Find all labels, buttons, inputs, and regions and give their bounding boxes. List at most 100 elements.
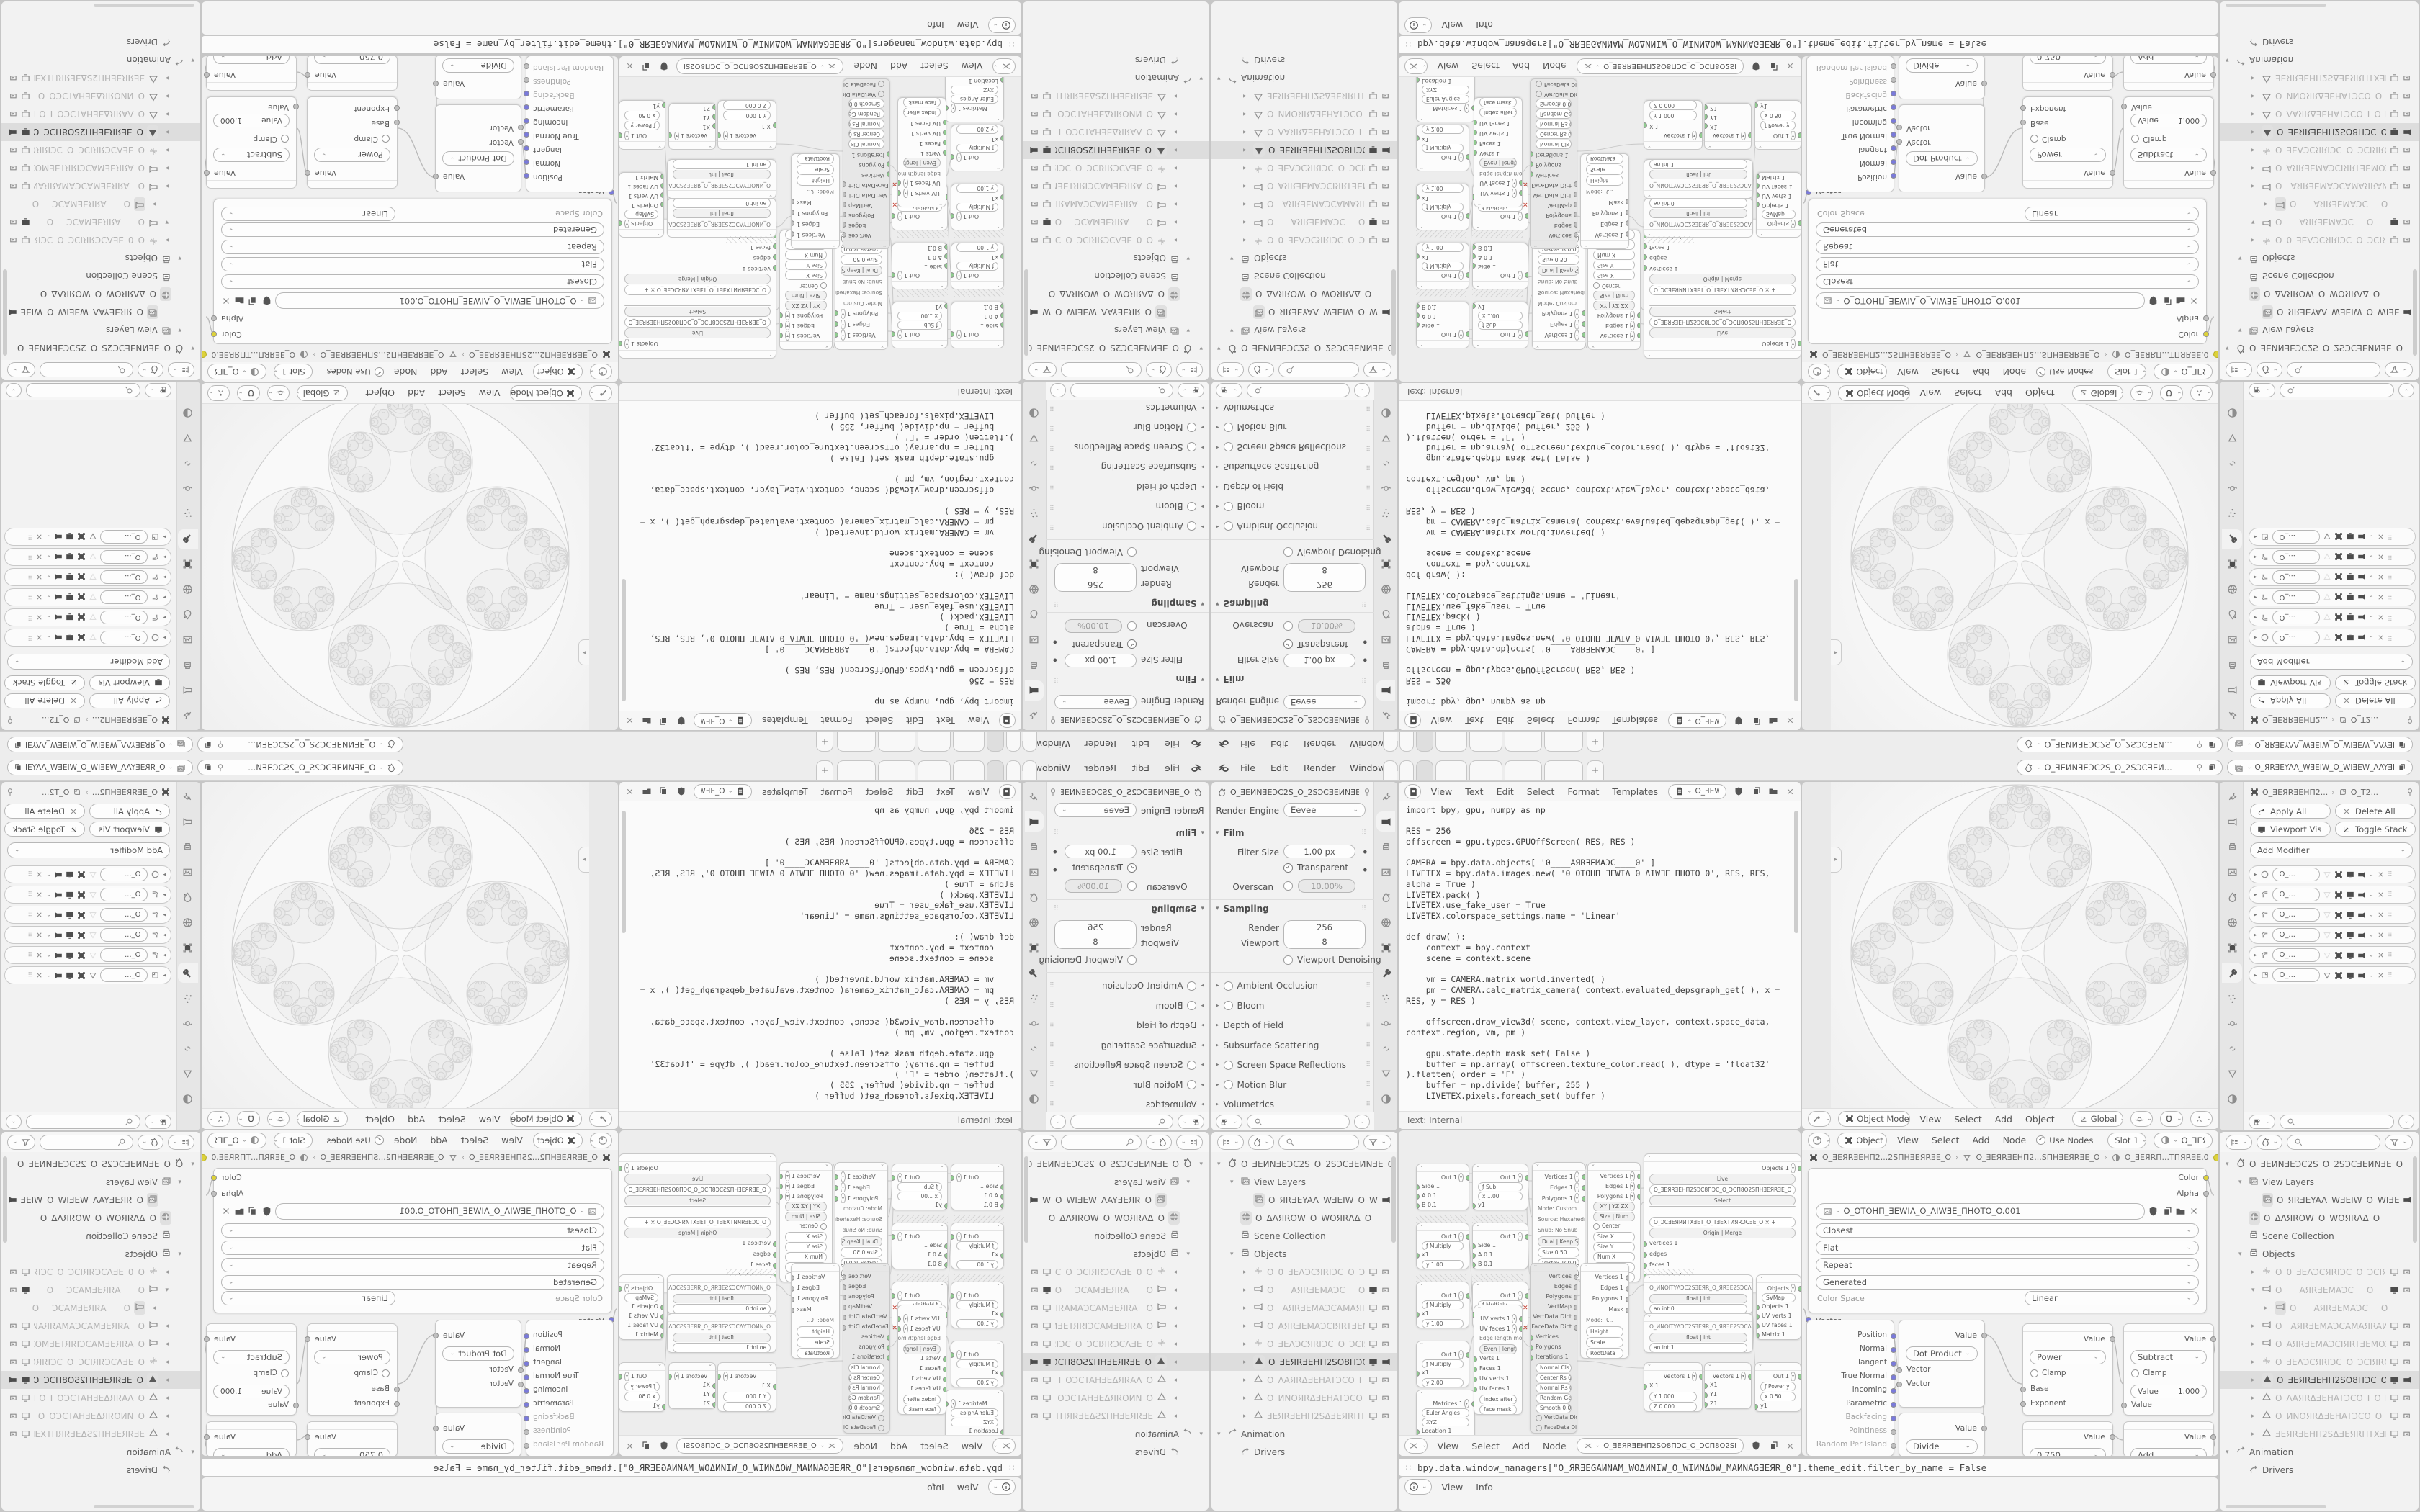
chevron-down-icon[interactable]: ⌄ — [2368, 871, 2375, 878]
sampling-render-value[interactable]: 256 — [1088, 580, 1103, 590]
copy-icon[interactable] — [14, 740, 23, 749]
monitor-icon[interactable] — [2346, 533, 2354, 541]
modifier-tool-button[interactable]: Delete All — [2335, 693, 2416, 708]
camera-icon[interactable] — [1029, 1357, 1039, 1367]
node-button[interactable]: Live — [1649, 328, 1796, 338]
operation-select[interactable]: Power ⌄ — [2030, 1350, 2106, 1364]
camera-icon[interactable] — [54, 951, 63, 960]
section-row-collapsed[interactable]: ▸ Screen Space Reflections ⠿ — [1216, 1056, 1371, 1074]
workspace-tab[interactable] — [1023, 760, 1037, 780]
properties-filter-toggle[interactable]: ⌄ — [145, 383, 171, 398]
node-value-field[interactable]: Center Rs 0.00 — [848, 1373, 884, 1382]
camera-off-icon[interactable] — [2403, 1411, 2412, 1421]
shield-icon[interactable] — [659, 1441, 669, 1451]
shield-icon[interactable] — [1734, 716, 1744, 726]
camera-off-icon[interactable] — [8, 1393, 17, 1403]
monitor-icon[interactable] — [1042, 1267, 1052, 1277]
image-source-select[interactable]: Generated ⌄ — [221, 222, 604, 237]
clamp-checkbox[interactable]: Clamp — [354, 1369, 390, 1377]
sampling-viewport-value[interactable]: 8 — [1322, 937, 1327, 947]
outliner-row[interactable]: ▸O_AЯRƎEMAƆCIЯRTƎEMO2SI_O — [1211, 177, 1397, 195]
properties-tab-orbit[interactable] — [1025, 1013, 1044, 1033]
camera-icon[interactable] — [54, 911, 63, 919]
data-icon[interactable] — [89, 971, 97, 980]
data-icon[interactable] — [2323, 951, 2331, 960]
outliner-row[interactable]: ▾O____AЯRƎEMAƆC___O___ƆC — [2220, 213, 2419, 231]
camera-off-icon[interactable] — [1381, 1285, 1391, 1295]
add-workspace-button[interactable]: + — [1587, 760, 1604, 780]
node-value-field[interactable]: RootData — [797, 154, 834, 164]
render-engine-select[interactable]: Eevee ⌄ — [1283, 803, 1366, 817]
snap-toggle[interactable]: ⌄ — [266, 1111, 290, 1127]
outliner-row[interactable]: ▾ Objects — [1023, 249, 1209, 267]
shield-icon[interactable] — [261, 1206, 272, 1217]
outliner-search-input[interactable] — [39, 1134, 133, 1150]
node-value-field[interactable]: Smooth 0.00 — [1536, 1403, 1572, 1413]
properties-filter-toggle[interactable]: ⌄ — [1216, 383, 1242, 398]
modifier-name-field[interactable]: O_... — [100, 611, 148, 624]
topbar-menu-file[interactable]: File — [1165, 762, 1180, 773]
square-solid-icon[interactable] — [77, 891, 86, 899]
node-value-field[interactable]: Y 1.000 — [723, 111, 771, 120]
camera-icon[interactable] — [2357, 634, 2366, 642]
monitor-icon[interactable] — [1368, 1321, 1378, 1331]
properties-search-input[interactable] — [25, 383, 141, 398]
node-button[interactable]: Even | length Average — [903, 1344, 941, 1354]
node-value-field[interactable]: Num X — [1593, 1252, 1635, 1261]
node-enum-select[interactable]: ƒ Multiply — [1422, 144, 1464, 153]
math-node-add[interactable]: Value Add ⌄ — [2123, 1421, 2216, 1456]
camera-icon[interactable] — [1381, 1357, 1391, 1367]
node-value-field[interactable]: y 1.00 — [956, 1319, 998, 1328]
camera-off-icon[interactable] — [1381, 1411, 1391, 1421]
modifier-row[interactable]: ▸ O_... ⌄ ⠿ — [2249, 886, 2416, 904]
node-header[interactable]: ⌄ — [892, 1163, 947, 1172]
node-header[interactable] — [308, 1422, 397, 1430]
outliner-row[interactable]: ▸ O____AЯRƎEMAƆC___O__ — [1, 195, 200, 213]
node-header[interactable]: ⌄ — [1417, 340, 1469, 349]
checkbox-circle-icon[interactable] — [1187, 1080, 1197, 1089]
outliner-row[interactable]: O_ΔΛЯROW_O_WOЯRΛΔ_O — [1, 285, 200, 303]
workspace-tab[interactable] — [837, 760, 876, 780]
image-interpolation-select[interactable]: Closest ⌄ — [221, 1223, 604, 1238]
camera-off-icon[interactable] — [8, 1285, 17, 1295]
monitor-icon[interactable] — [1368, 1285, 1378, 1295]
pin-icon[interactable] — [2406, 788, 2414, 796]
node-value-field[interactable]: an int 1 — [673, 1343, 771, 1352]
camera-icon[interactable] — [8, 1375, 17, 1385]
section-row-collapsed[interactable]: ▸ Motion Blur ⠿ — [1216, 1076, 1371, 1094]
square-solid-icon[interactable] — [2334, 971, 2343, 980]
camera-off-icon[interactable] — [8, 217, 17, 227]
section-row-collapsed[interactable]: ▸ Depth of Field ⠿ — [1049, 478, 1204, 495]
transparent-checkbox[interactable]: ✓ Transparent — [1072, 639, 1137, 649]
node-header[interactable]: ⌄ — [669, 141, 715, 150]
outliner-row[interactable]: ▸O__AЯRƎEMAƆCAMAЯRAИNAΠ_ — [1, 1317, 200, 1335]
node-header[interactable]: ⌄ — [951, 1281, 1003, 1290]
copy-icon[interactable] — [659, 716, 669, 726]
node-header[interactable]: ⌄ — [619, 350, 776, 359]
properties-tab-data[interactable] — [1376, 1063, 1395, 1084]
shader-context-select[interactable]: Object⌄ — [532, 364, 583, 380]
node-header[interactable] — [436, 1413, 521, 1421]
sv-node[interactable]: ⌄ Vertices 1 ▾ Edges 1 ▾ Polygons 1 ▾ Mode: Cus… — [835, 1161, 888, 1279]
close-icon[interactable] — [1785, 62, 1795, 71]
workspace-tab[interactable] — [1399, 732, 1414, 752]
image-source-select[interactable]: Generated ⌄ — [1816, 222, 2199, 237]
node-header[interactable]: ⌄ — [792, 1262, 839, 1272]
monitor-icon[interactable] — [2346, 553, 2354, 562]
modifier-name-field[interactable]: O_... — [100, 530, 148, 544]
node-checkbox[interactable]: VertData Dict — [1536, 90, 1577, 99]
image-extension-select[interactable]: Repeat ⌄ — [221, 240, 604, 254]
node-value-field[interactable]: RootData — [797, 1348, 834, 1358]
monitor-icon[interactable] — [2390, 1267, 2399, 1277]
editor-type-button[interactable]: ⌄ — [988, 17, 1016, 33]
node-header[interactable]: ⌄ — [668, 1313, 776, 1322]
sv-node[interactable]: ⌄O_ИNOITYΛƆC2SƎEЯR_O_ЯRƎE2SƆCΛYTIOИN_Ofl… — [667, 198, 776, 238]
image-interpolation-select[interactable]: Closest ⌄ — [221, 274, 604, 289]
math-node-add[interactable]: Value Add ⌄ — [2123, 56, 2216, 91]
node-value-field[interactable]: an int 0 — [1649, 199, 1747, 208]
node-value-field[interactable]: an int 0 — [673, 199, 771, 208]
node-value-field[interactable]: Height — [1586, 176, 1623, 186]
node-button[interactable]: float | int — [673, 1294, 771, 1303]
